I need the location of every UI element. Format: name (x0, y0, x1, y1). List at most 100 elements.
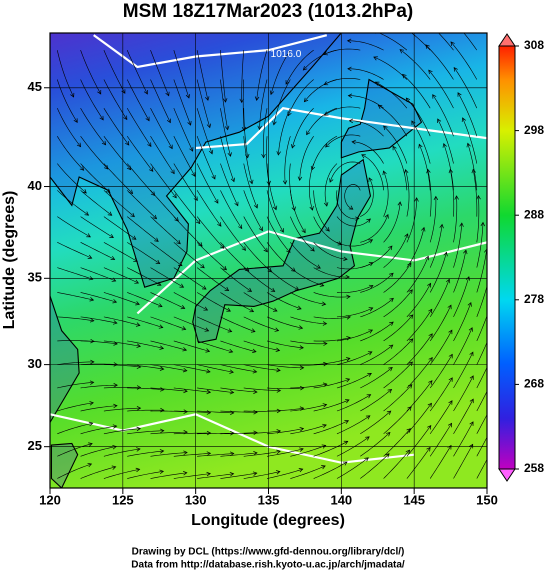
streamline-arrow (180, 305, 186, 310)
streamline (313, 190, 330, 232)
streamline (103, 163, 133, 194)
streamline (173, 216, 203, 247)
streamline-arrow (463, 249, 468, 255)
streamline-arrow (193, 196, 198, 201)
streamline (428, 69, 454, 109)
streamline (150, 50, 170, 96)
streamline (197, 410, 234, 414)
streamline-arrow (492, 421, 495, 425)
streamline (197, 432, 234, 435)
streamline (57, 443, 93, 457)
streamline (197, 340, 233, 353)
streamline-arrow (185, 93, 191, 99)
streamline-arrow (191, 172, 196, 177)
streamline-arrow (224, 286, 230, 292)
streamline-arrow (388, 344, 394, 349)
streamline-arrow (272, 205, 278, 211)
streamline-arrow (366, 394, 372, 399)
streamline (173, 242, 205, 269)
streamline (360, 432, 391, 457)
streamline-arrow (405, 97, 411, 103)
streamline-arrow (266, 180, 271, 186)
streamline (313, 337, 351, 342)
streamline-arrow (279, 228, 284, 233)
streamline (453, 399, 474, 434)
streamline (378, 33, 408, 51)
streamline-arrow (368, 177, 373, 182)
streamline-arrow (87, 254, 93, 259)
streamline-arrow (490, 326, 494, 330)
streamline (313, 316, 351, 319)
isobar-label: 1016.0 (271, 49, 302, 60)
streamline (173, 432, 211, 435)
streamline-arrow (486, 278, 487, 279)
streamline-arrow (299, 345, 304, 350)
streamline (476, 458, 487, 479)
streamline (220, 108, 231, 157)
streamline (476, 249, 487, 293)
streamline (220, 50, 226, 103)
streamline (150, 267, 184, 288)
streamline (429, 224, 443, 268)
streamline (150, 472, 187, 479)
streamline (313, 242, 348, 260)
streamline-arrow (301, 228, 306, 234)
streamline (56, 79, 78, 123)
streamline-arrow (461, 117, 466, 122)
streamline-arrow (239, 98, 244, 104)
streamline-arrow (285, 80, 290, 85)
streamline (241, 50, 245, 103)
streamline-arrow (229, 389, 235, 395)
streamline-arrow (447, 422, 452, 428)
streamline (443, 143, 454, 191)
streamline (173, 364, 211, 373)
streamline (150, 452, 188, 457)
streamline-arrow (346, 38, 352, 44)
streamline-arrow (84, 211, 90, 216)
streamline (453, 276, 470, 318)
streamline-arrow (160, 387, 165, 392)
streamline-arrow (368, 307, 374, 312)
streamline (360, 245, 393, 268)
streamline-arrow (321, 444, 327, 449)
streamline (266, 136, 270, 185)
streamline (336, 351, 373, 365)
streamline (267, 428, 304, 435)
streamline-arrow (387, 388, 393, 394)
streamline (196, 190, 222, 227)
streamline-arrow (206, 430, 212, 436)
streamline (453, 444, 473, 479)
streamline-arrow (450, 41, 455, 46)
streamline (313, 441, 348, 457)
streamline (150, 340, 187, 351)
streamline-arrow (286, 248, 291, 253)
streamline (429, 305, 452, 342)
streamline (173, 292, 208, 311)
streamline-arrow (344, 420, 350, 425)
streamline-arrow (113, 382, 118, 388)
streamline-arrow (88, 421, 94, 427)
streamline (173, 473, 211, 479)
streamline (196, 163, 219, 204)
streamline-arrow (145, 116, 150, 122)
streamline-arrow (385, 431, 391, 437)
streamline-arrow (469, 443, 474, 449)
streamline-arrow (299, 365, 305, 370)
streamline-arrow (254, 96, 260, 101)
streamline-arrow (383, 125, 388, 131)
streamline (127, 292, 163, 307)
streamline-arrow (428, 333, 433, 338)
streamline-arrow (323, 202, 329, 207)
streamline-arrow (182, 347, 188, 352)
streamline-arrow (291, 143, 296, 149)
streamline-arrow (322, 423, 327, 429)
streamline-arrow (244, 267, 250, 272)
streamline (127, 430, 164, 435)
streamline-arrow (206, 471, 211, 477)
streamline (336, 329, 373, 342)
streamline-arrow (257, 125, 262, 131)
streamline-arrow (272, 307, 278, 312)
streamline (313, 357, 350, 365)
streamline (291, 107, 314, 149)
streamline-arrow (154, 237, 159, 242)
